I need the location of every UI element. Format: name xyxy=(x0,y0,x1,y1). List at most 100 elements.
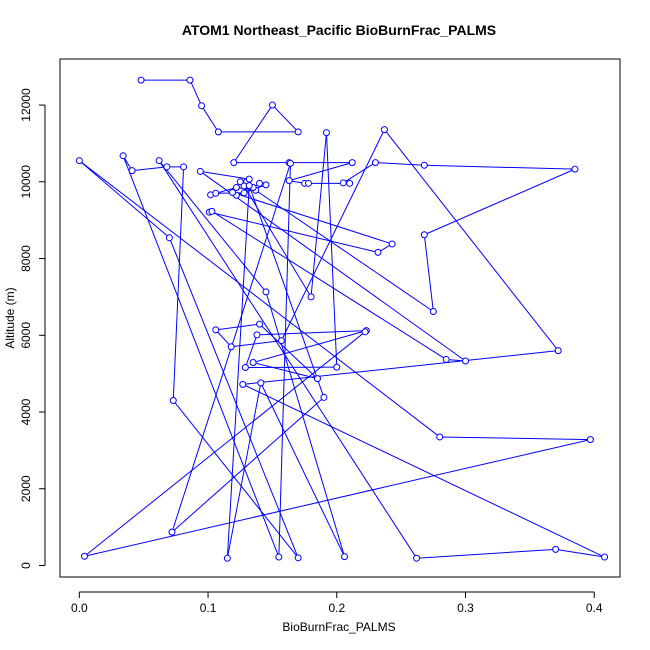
x-tick-label: 0.2 xyxy=(328,601,345,615)
data-point xyxy=(380,126,388,134)
data-point xyxy=(249,359,257,367)
data-point xyxy=(229,189,237,197)
data-point xyxy=(223,554,231,562)
series-segment xyxy=(439,436,591,441)
series-segment xyxy=(158,160,267,293)
series-segment xyxy=(171,397,325,533)
series-segment xyxy=(342,162,376,184)
series-segment xyxy=(423,234,434,312)
x-tick-label: 0.3 xyxy=(457,601,474,615)
data-point xyxy=(277,337,285,345)
data-point xyxy=(227,343,235,351)
data-point xyxy=(262,288,270,296)
data-point xyxy=(245,175,253,183)
data-point xyxy=(275,553,283,561)
data-point xyxy=(230,159,238,167)
data-point xyxy=(239,380,247,388)
data-point xyxy=(196,167,204,175)
series-segment xyxy=(252,362,318,380)
data-point xyxy=(313,375,321,383)
series-segment xyxy=(226,185,250,559)
y-axis-label: Altitude (m) xyxy=(3,287,17,348)
data-point xyxy=(348,159,356,167)
series-segment xyxy=(265,291,345,557)
data-point xyxy=(245,182,253,190)
data-point xyxy=(198,102,206,110)
data-point xyxy=(436,433,444,441)
series-segment xyxy=(244,334,258,368)
series-segment xyxy=(384,129,559,351)
data-point xyxy=(320,393,328,401)
series-segment xyxy=(172,166,185,401)
data-point xyxy=(554,347,562,355)
data-point xyxy=(420,161,428,169)
data-point xyxy=(169,396,177,404)
series-segment xyxy=(289,162,353,182)
series-segment xyxy=(260,382,345,557)
data-point xyxy=(285,177,293,185)
series-segment xyxy=(255,189,434,312)
y-axis: 0 2000 4000 6000 8000 10000 12000 xyxy=(19,88,46,569)
series-segment xyxy=(84,331,366,557)
data-point xyxy=(304,179,312,187)
data-point xyxy=(253,331,261,339)
series-segment xyxy=(200,170,250,180)
series-segment xyxy=(259,323,318,379)
data-point xyxy=(180,163,188,171)
data-point xyxy=(333,363,341,371)
series-segment xyxy=(172,400,299,559)
y-tick-label: 8000 xyxy=(19,245,33,272)
data-point xyxy=(268,101,276,109)
data-point xyxy=(413,554,421,562)
series-segment xyxy=(79,160,441,438)
x-tick-label: 0.0 xyxy=(71,601,88,615)
chart-title: ATOM1 Northeast_Pacific BioBurnFrac_PALM… xyxy=(182,22,496,38)
series-segment xyxy=(215,329,232,348)
series-segment xyxy=(280,129,385,341)
series-segment xyxy=(424,168,576,236)
series-segment xyxy=(189,79,203,107)
data-point xyxy=(420,231,428,239)
series-segment xyxy=(232,192,393,245)
data-point xyxy=(307,293,315,301)
data-point xyxy=(552,545,560,553)
plot-frame xyxy=(59,58,621,578)
data-point xyxy=(361,328,369,336)
series-segment xyxy=(256,330,367,336)
series-segment xyxy=(132,166,167,172)
y-tick-label: 0 xyxy=(19,562,33,569)
series-segment xyxy=(242,383,605,558)
data-point xyxy=(212,326,220,334)
series-points xyxy=(75,76,609,562)
data-point xyxy=(388,240,396,248)
series-segment xyxy=(243,185,312,298)
series-segment xyxy=(242,350,559,385)
series-segment xyxy=(416,548,556,559)
series-segment xyxy=(209,211,379,253)
data-point xyxy=(586,436,594,444)
series-segment xyxy=(252,330,367,363)
y-tick-label: 12000 xyxy=(19,88,33,122)
y-tick-label: 10000 xyxy=(19,165,33,199)
data-point xyxy=(236,178,244,186)
data-point xyxy=(601,553,609,561)
data-point xyxy=(212,189,220,197)
data-point xyxy=(186,76,194,84)
data-point xyxy=(214,128,222,136)
data-point xyxy=(137,76,145,84)
series-segment xyxy=(310,132,327,297)
x-tick-label: 0.1 xyxy=(200,601,217,615)
series-segment xyxy=(424,164,575,170)
series-segment xyxy=(211,210,447,360)
series-segment xyxy=(200,171,466,362)
data-point xyxy=(294,128,302,136)
data-point xyxy=(322,129,330,137)
x-axis: 0.0 0.1 0.2 0.3 0.4 xyxy=(71,591,603,615)
data-point xyxy=(256,179,264,187)
data-point xyxy=(240,189,248,197)
data-point xyxy=(256,320,264,328)
data-point xyxy=(208,207,216,215)
data-point xyxy=(241,363,249,371)
data-point xyxy=(341,553,349,561)
